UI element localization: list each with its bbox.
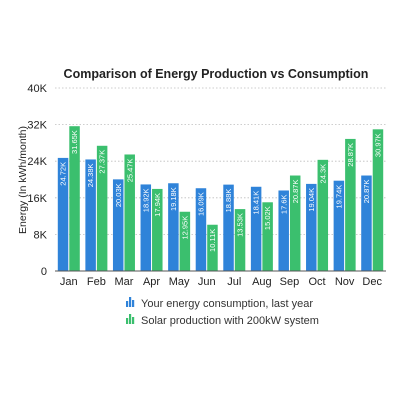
x-tick-label-nov: Nov — [335, 276, 355, 288]
data-label: 24.3K — [318, 164, 327, 184]
data-label: 20.87K — [362, 180, 371, 204]
y-axis-ticks: 0 8K 16K 24K 32K 40K — [27, 83, 47, 278]
gridlines — [55, 87, 386, 235]
data-label: 16.09K — [197, 192, 206, 216]
data-label: 28.87K — [346, 143, 355, 167]
legend-icon-bar — [126, 301, 129, 307]
y-tick-label: 8K — [34, 229, 48, 241]
data-label: 24.38K — [86, 163, 95, 187]
x-tick-label-sep: Sep — [280, 276, 300, 288]
y-tick-label: 16K — [27, 193, 47, 205]
consumption-bar-aug — [250, 186, 262, 271]
consumption-bar-oct — [306, 183, 317, 271]
consumption-bar-jun — [195, 188, 207, 271]
y-tick-label: 0 — [41, 266, 47, 278]
legend-icon-bar — [129, 297, 132, 307]
consumption-bar-nov — [333, 180, 345, 271]
data-label: 31.65K — [70, 130, 79, 154]
data-label: 25.47K — [125, 158, 134, 182]
x-tick-label-jan: Jan — [60, 276, 78, 288]
production-bar-nov — [345, 138, 356, 271]
consumption-bar-dec — [361, 175, 372, 271]
consumption-bar-sep — [278, 190, 289, 271]
consumption-bar-mar — [112, 179, 124, 271]
production-bar-jan — [69, 126, 80, 271]
x-tick-label-dec: Dec — [362, 276, 382, 288]
consumption-bar-jul — [223, 184, 234, 271]
data-label: 19.74K — [334, 185, 343, 209]
data-label: 27.37K — [98, 150, 107, 174]
consumption-bar-feb — [85, 159, 96, 271]
production-bar-feb — [96, 145, 108, 271]
x-tick-label-aug: Aug — [252, 276, 272, 288]
production-bar-dec — [372, 129, 384, 271]
x-tick-label-mar: Mar — [114, 276, 133, 288]
legend-label: Your energy consumption, last year — [141, 298, 313, 310]
data-label: 18.41K — [252, 191, 261, 215]
legend-icon-bar — [132, 300, 135, 307]
legend-icon-bar — [132, 317, 135, 324]
data-label: 17.94K — [153, 193, 162, 217]
production-bar-jun — [207, 224, 218, 271]
data-label: 20.87K — [291, 180, 300, 204]
production-bar-sep — [289, 175, 301, 271]
production-bar-oct — [317, 159, 329, 271]
production-bar-mar — [124, 154, 135, 271]
legend-icon-bar — [129, 314, 132, 324]
x-axis-ticks: Jan Feb Mar Apr May Jun Jul Aug Sep Oct Nov Dec — [60, 276, 383, 288]
data-label: 12.95K — [180, 216, 189, 240]
x-tick-label-oct: Oct — [308, 276, 325, 288]
data-label: 13.53K — [236, 213, 245, 237]
legend-icon-bar — [126, 318, 129, 324]
data-label: 30.97K — [374, 133, 383, 157]
y-tick-label: 24K — [27, 156, 47, 168]
y-axis-label: Energy (In kWh/month) — [17, 126, 29, 234]
x-tick-label-jun: Jun — [198, 276, 216, 288]
y-tick-label: 40K — [27, 83, 47, 95]
data-label: 20.03K — [114, 183, 123, 207]
legend-label: Solar production with 200kW system — [141, 315, 319, 327]
x-tick-label-apr: Apr — [143, 276, 160, 288]
y-tick-label: 32K — [27, 120, 47, 132]
data-label: 24.72K — [59, 162, 68, 186]
data-label: 18.88K — [224, 189, 233, 213]
x-tick-label-jul: Jul — [227, 276, 241, 288]
data-label: 15.02K — [263, 206, 272, 230]
x-tick-label-feb: Feb — [87, 276, 106, 288]
x-tick-label-may: May — [169, 276, 190, 288]
data-label: 18.92K — [141, 188, 150, 212]
data-label: 10.11K — [208, 229, 217, 252]
chart-title: Comparison of Energy Production vs Consu… — [64, 67, 369, 81]
consumption-bar-apr — [140, 184, 152, 271]
production-bar-jul — [234, 209, 246, 271]
consumption-bar-jan — [57, 157, 69, 271]
legend-bar-icon — [126, 314, 135, 324]
legend-bar-icon — [126, 297, 135, 307]
legend: Your energy consumption, last year Solar … — [126, 297, 319, 327]
production-bar-aug — [262, 202, 273, 271]
production-bar-apr — [152, 188, 163, 271]
data-label: 19.04K — [307, 188, 316, 212]
consumption-bar-may — [168, 183, 179, 271]
data-label: 19.18K — [169, 187, 178, 211]
production-bar-may — [179, 211, 191, 271]
data-label: 17.6K — [279, 194, 288, 214]
